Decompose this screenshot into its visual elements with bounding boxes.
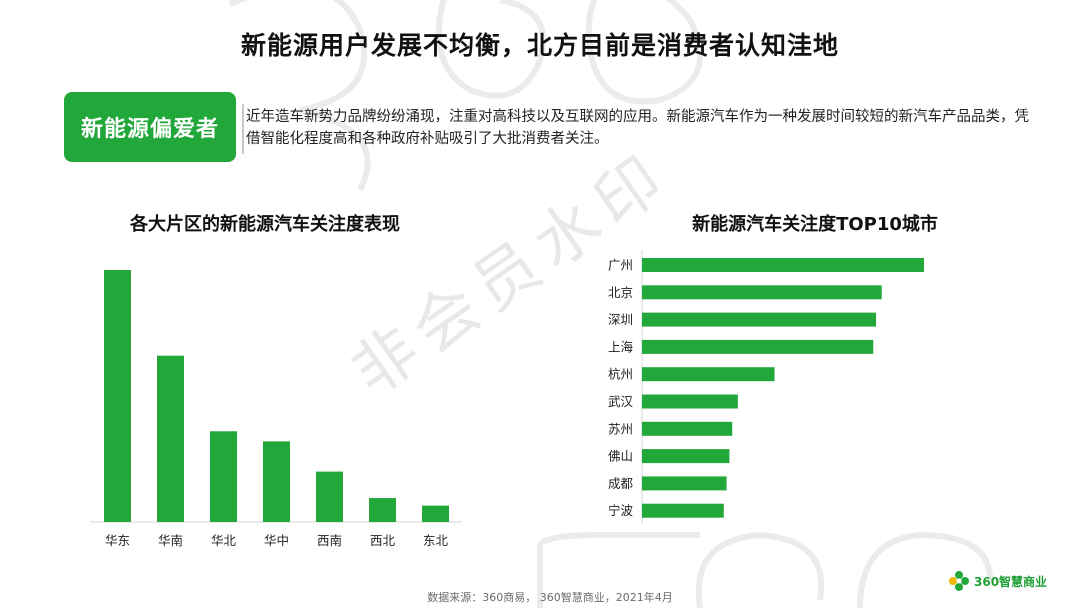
bar-华中 — [263, 441, 290, 522]
x-tick-label: 华东 — [105, 533, 130, 548]
bar-广州 — [642, 258, 924, 272]
y-tick-label: 广州 — [608, 258, 633, 273]
bar-深圳 — [642, 312, 877, 327]
y-tick-label: 杭州 — [608, 367, 633, 382]
bar-成都 — [642, 476, 727, 491]
x-tick-label: 华北 — [211, 533, 237, 548]
x-tick-label: 西南 — [317, 533, 342, 548]
bar-武汉 — [642, 394, 738, 409]
y-tick-label: 深圳 — [608, 312, 633, 327]
bar-上海 — [642, 339, 874, 354]
flower-logo-icon — [949, 571, 969, 591]
x-tick-label: 华南 — [158, 533, 183, 548]
y-tick-label: 上海 — [608, 339, 634, 354]
y-tick-label: 北京 — [608, 285, 633, 300]
bar-杭州 — [642, 367, 775, 382]
left-chart-title: 各大片区的新能源汽车关注度表现 — [130, 214, 400, 235]
bar-宁波 — [642, 503, 724, 518]
intro-text: 近年造车新势力品牌纷纷涌现，注重对高科技以及互联网的应用。新能源汽车作为一种发展… — [246, 109, 1029, 147]
bar-西南 — [316, 471, 343, 522]
y-tick-label: 成都 — [608, 476, 634, 491]
bar-华北 — [210, 431, 237, 522]
source-note: 数据来源：360商易， 360智慧商业，2021年4月 — [427, 591, 673, 604]
right-chart-title: 新能源汽车关注度TOP10城市 — [692, 214, 938, 235]
badge-label: 新能源偏爱者 — [64, 92, 236, 162]
bar-北京 — [642, 285, 882, 300]
bar-西北 — [369, 498, 396, 522]
y-tick-label: 宁波 — [608, 503, 634, 518]
y-tick-label: 苏州 — [608, 421, 633, 436]
x-tick-label: 西北 — [370, 533, 396, 548]
x-tick-label: 东北 — [423, 533, 449, 548]
x-tick-label: 华中 — [264, 533, 289, 548]
logo-text: 360智慧商业 — [974, 574, 1048, 589]
bar-苏州 — [642, 421, 733, 436]
page-title: 新能源用户发展不均衡，北方目前是消费者认知洼地 — [240, 31, 839, 60]
y-tick-label: 武汉 — [608, 394, 634, 409]
bar-华东 — [104, 270, 131, 522]
bar-东北 — [422, 505, 449, 522]
bar-佛山 — [642, 449, 730, 464]
y-tick-label: 佛山 — [608, 449, 633, 464]
bar-华南 — [157, 355, 184, 522]
badge-divider — [242, 104, 244, 154]
brand-logo: 360智慧商业 — [948, 570, 1047, 592]
